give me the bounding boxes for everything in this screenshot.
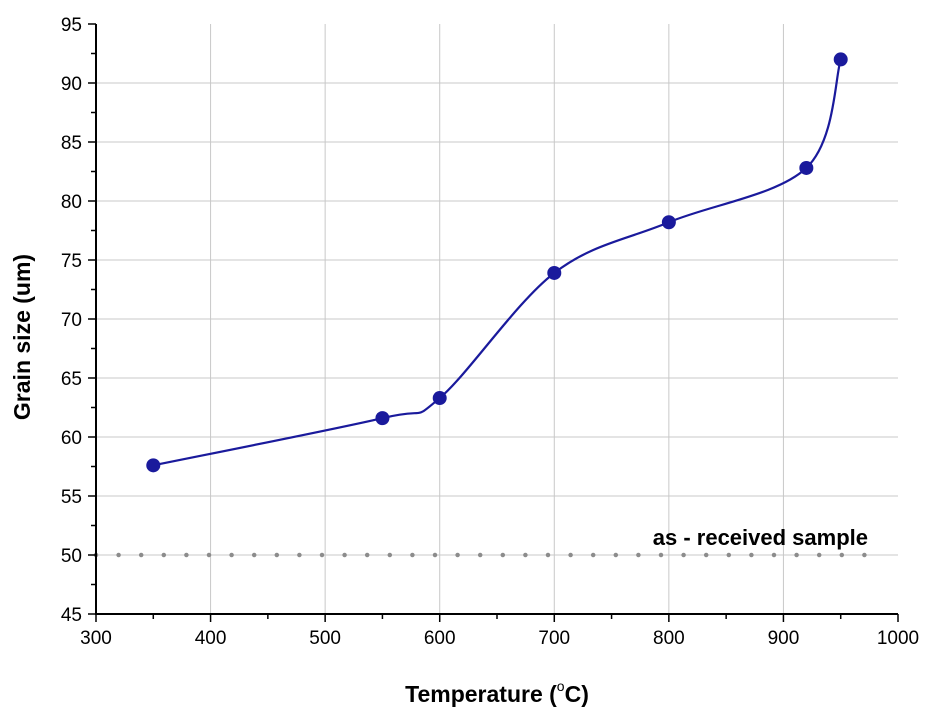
x-tick-label: 400 xyxy=(195,628,227,649)
x-axis-title: Temperature (oC) xyxy=(405,678,589,707)
data-point xyxy=(375,411,390,426)
x-tick-label: 300 xyxy=(80,628,112,649)
data-point xyxy=(432,391,447,406)
y-tick-label: 75 xyxy=(61,251,82,272)
series-group xyxy=(146,52,848,473)
y-tick-label: 70 xyxy=(61,310,82,331)
y-tick-label: 95 xyxy=(61,15,82,36)
x-tick-label: 900 xyxy=(768,628,800,649)
y-tick-label: 65 xyxy=(61,369,82,390)
x-tick-label: 800 xyxy=(653,628,685,649)
y-axis-title: Grain size (um) xyxy=(9,254,35,420)
y-tick-label: 90 xyxy=(61,74,82,95)
y-tick-label: 50 xyxy=(61,546,82,567)
x-tick-label: 500 xyxy=(309,628,341,649)
data-point xyxy=(833,52,848,67)
x-tick-label: 600 xyxy=(424,628,456,649)
y-tick-label: 55 xyxy=(61,487,82,508)
data-point xyxy=(799,160,814,175)
series-line xyxy=(153,59,842,467)
data-point xyxy=(146,458,161,473)
grid xyxy=(96,24,898,614)
data-point xyxy=(661,215,676,230)
x-tick-label: 1000 xyxy=(877,628,919,649)
y-tick-label: 85 xyxy=(61,133,82,154)
y-tick-label: 80 xyxy=(61,192,82,213)
y-tick-label: 60 xyxy=(61,428,82,449)
data-point xyxy=(547,265,562,280)
x-tick-label: 700 xyxy=(538,628,570,649)
y-tick-label: 45 xyxy=(61,605,82,626)
reference-line-label: as - received sample xyxy=(653,525,868,550)
axes: 300 400 500 600 700 800 900 1000 45 50 55 60 65 70 75 8… xyxy=(61,15,919,649)
